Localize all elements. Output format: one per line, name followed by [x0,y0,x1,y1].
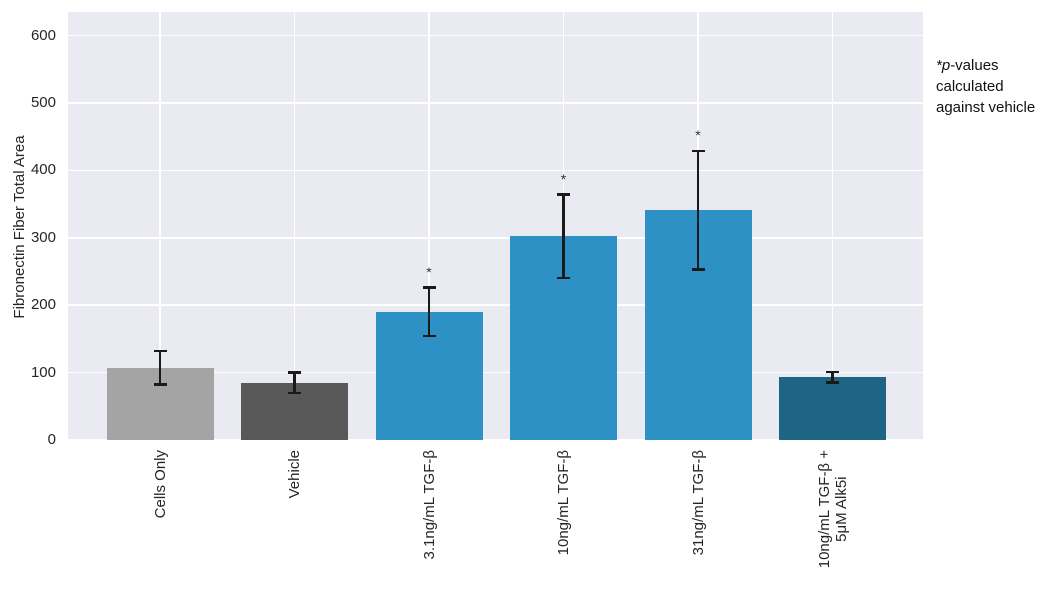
error-bar-cap [288,391,301,395]
error-bar-cap [153,383,167,386]
error-bar-line [696,150,700,270]
gridline-horizontal [68,371,923,374]
gridline-horizontal [68,304,923,306]
error-bar-cap [153,349,167,353]
significance-star: * [695,126,701,143]
error-bar-line [293,372,296,393]
gridline-horizontal [68,34,923,37]
y-tick-label: 400 [30,161,56,179]
bar [779,377,886,440]
error-bar-cap [422,286,436,289]
x-tick-label: 10ng/mL TGF-β + 5μM Alk5i [815,450,850,569]
x-tick-label: 10ng/mL TGF-β [555,450,572,556]
x-tick-label: Cells Only [151,450,169,519]
x-tick-label: Vehicle [286,450,303,499]
error-bar-cap [422,334,436,338]
gridline-horizontal [68,236,923,239]
gridline-vertical [428,12,430,440]
y-tick-label: 200 [30,296,56,314]
y-tick-label: 500 [30,93,56,111]
annotation-italic-prefix: *p [936,57,951,74]
error-bar-line [562,194,565,279]
y-tick-label: 100 [30,363,56,381]
error-bar-cap [691,149,705,153]
error-bar-cap [826,370,839,374]
error-bar-cap [557,193,570,196]
gridline-horizontal [68,169,923,172]
y-tick-label: 300 [30,228,56,246]
error-bar-cap [826,381,839,384]
significance-star: * [426,263,432,280]
significance-star: * [560,170,567,187]
gridline-vertical [293,12,296,440]
error-bar-line [158,351,162,385]
error-bar-cap [691,268,705,271]
y-tick-label: 600 [30,26,56,44]
gridline-horizontal [68,439,923,441]
pvalue-annotation: *p-values calculated against vehicle [936,55,1042,118]
x-tick-label: 31ng/mL TGF-β [689,450,707,556]
gridline-vertical [831,12,834,440]
error-bar-cap [557,276,570,280]
y-tick-label: 0 [47,431,56,448]
error-bar-cap [288,371,301,374]
gridline-horizontal [68,102,923,104]
gridline-vertical [159,12,161,440]
annotation-body: -values calculated against vehicle [936,57,1036,116]
error-bar-line [427,287,431,337]
error-bar-line [831,371,834,383]
x-tick-label: 3.1ng/mL TGF-β [420,450,438,560]
